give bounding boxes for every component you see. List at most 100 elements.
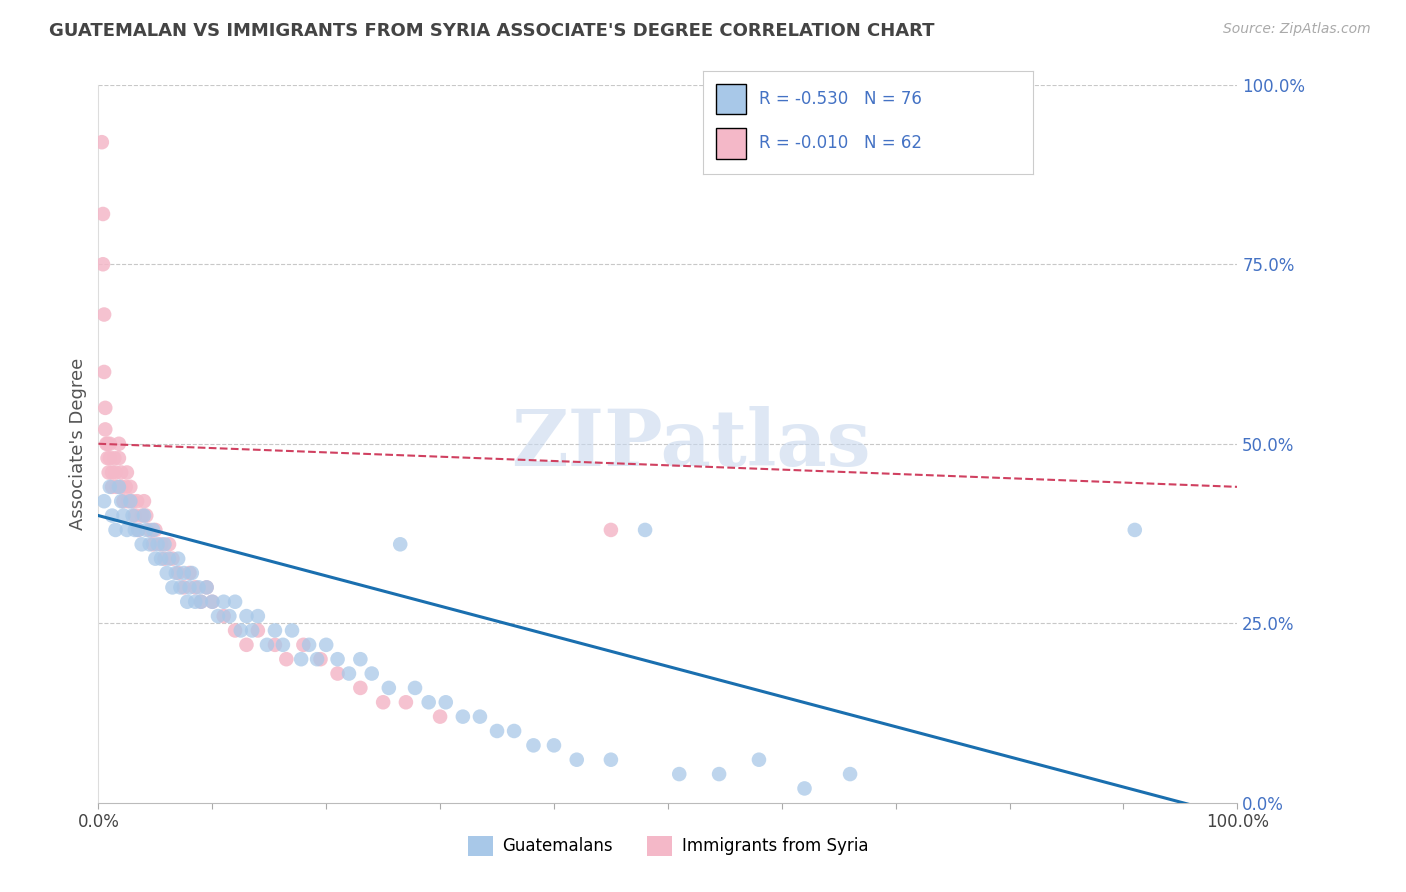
- Point: [326, 652, 349, 666]
- Point: [187, 581, 209, 595]
- Text: ZIPatlas: ZIPatlas: [510, 406, 870, 482]
- Point: [429, 709, 451, 723]
- Point: [110, 494, 132, 508]
- Point: [145, 551, 167, 566]
- Point: [264, 638, 287, 652]
- Point: [115, 523, 138, 537]
- Point: [127, 523, 149, 537]
- Text: Source: ZipAtlas.com: Source: ZipAtlas.com: [1223, 22, 1371, 37]
- Point: [96, 436, 118, 450]
- Point: [184, 581, 207, 595]
- Point: [162, 551, 184, 566]
- Point: [101, 480, 124, 494]
- Point: [246, 609, 269, 624]
- Point: [240, 624, 263, 638]
- Point: [179, 581, 201, 595]
- Point: [395, 695, 418, 709]
- Point: [256, 638, 278, 652]
- Point: [91, 257, 114, 271]
- Point: [378, 681, 401, 695]
- Point: [326, 666, 349, 681]
- Point: [281, 624, 304, 638]
- Point: [309, 652, 332, 666]
- Point: [543, 739, 565, 753]
- Point: [108, 451, 131, 466]
- Point: [748, 753, 770, 767]
- Point: [132, 494, 155, 508]
- Point: [104, 523, 127, 537]
- Point: [94, 422, 117, 436]
- Point: [218, 609, 240, 624]
- Point: [117, 494, 139, 508]
- Point: [115, 466, 138, 480]
- Point: [195, 581, 218, 595]
- Point: [138, 537, 160, 551]
- Point: [190, 595, 212, 609]
- Point: [389, 537, 412, 551]
- Point: [98, 436, 121, 450]
- Point: [98, 451, 121, 466]
- Point: [176, 595, 198, 609]
- Point: [184, 595, 207, 609]
- Point: [180, 566, 202, 580]
- Point: [468, 709, 491, 723]
- Point: [135, 508, 157, 523]
- Point: [90, 135, 112, 149]
- Point: [101, 508, 124, 523]
- Point: [298, 638, 321, 652]
- Point: [96, 436, 118, 450]
- Point: [418, 695, 440, 709]
- Point: [93, 494, 115, 508]
- Point: [103, 451, 125, 466]
- Point: [121, 494, 143, 508]
- Point: [404, 681, 426, 695]
- Point: [138, 523, 160, 537]
- Point: [486, 724, 509, 739]
- Point: [600, 753, 623, 767]
- Point: [349, 652, 371, 666]
- Point: [201, 595, 224, 609]
- FancyBboxPatch shape: [716, 128, 747, 159]
- Point: [600, 523, 623, 537]
- Point: [271, 638, 294, 652]
- Point: [1123, 523, 1146, 537]
- Text: R = -0.530   N = 76: R = -0.530 N = 76: [759, 90, 922, 108]
- Point: [157, 537, 180, 551]
- Point: [124, 523, 146, 537]
- Point: [839, 767, 862, 781]
- Point: [165, 566, 187, 580]
- Point: [157, 551, 180, 566]
- Point: [98, 480, 121, 494]
- FancyBboxPatch shape: [716, 84, 747, 114]
- Point: [707, 767, 730, 781]
- Point: [162, 581, 184, 595]
- Point: [142, 537, 165, 551]
- Point: [565, 753, 588, 767]
- Point: [793, 781, 815, 796]
- Point: [112, 508, 135, 523]
- Point: [120, 494, 142, 508]
- Point: [169, 581, 191, 595]
- Point: [307, 652, 329, 666]
- Point: [153, 551, 176, 566]
- Point: [93, 365, 115, 379]
- Point: [349, 681, 371, 695]
- Point: [668, 767, 690, 781]
- Point: [290, 652, 312, 666]
- Point: [434, 695, 457, 709]
- Point: [121, 508, 143, 523]
- Point: [108, 480, 131, 494]
- Point: [167, 566, 190, 580]
- Point: [212, 609, 235, 624]
- Text: R = -0.010   N = 62: R = -0.010 N = 62: [759, 134, 922, 153]
- Point: [207, 609, 229, 624]
- Point: [292, 638, 315, 652]
- Point: [224, 595, 246, 609]
- Point: [120, 480, 142, 494]
- Point: [229, 624, 252, 638]
- Point: [114, 480, 136, 494]
- Point: [522, 739, 544, 753]
- Point: [97, 466, 120, 480]
- Y-axis label: Associate's Degree: Associate's Degree: [69, 358, 87, 530]
- Point: [264, 624, 287, 638]
